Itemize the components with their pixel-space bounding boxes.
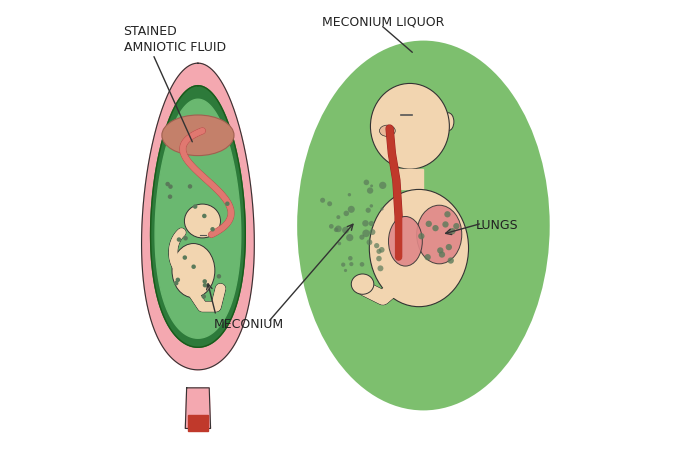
Circle shape (334, 227, 339, 232)
Ellipse shape (443, 113, 454, 131)
Circle shape (453, 223, 460, 229)
Ellipse shape (371, 83, 449, 169)
Circle shape (444, 211, 451, 217)
Circle shape (210, 227, 215, 231)
Circle shape (449, 228, 456, 235)
Circle shape (344, 269, 347, 272)
Ellipse shape (184, 204, 220, 238)
Circle shape (203, 279, 207, 284)
Circle shape (377, 249, 381, 254)
Circle shape (346, 234, 354, 241)
Text: LUNGS: LUNGS (475, 219, 518, 232)
Circle shape (367, 239, 373, 245)
Circle shape (377, 265, 384, 272)
Ellipse shape (379, 125, 395, 136)
Circle shape (347, 206, 355, 213)
Circle shape (362, 220, 369, 226)
Text: MECONIUM: MECONIUM (214, 318, 284, 331)
Circle shape (418, 233, 424, 239)
Polygon shape (155, 99, 241, 338)
Circle shape (341, 262, 345, 267)
Text: MECONIUM LIQUOR: MECONIUM LIQUOR (322, 16, 444, 29)
Text: STAINED
AMNIOTIC FLUID: STAINED AMNIOTIC FLUID (124, 25, 226, 54)
Circle shape (217, 274, 221, 279)
Circle shape (177, 237, 182, 242)
Circle shape (335, 226, 341, 232)
Ellipse shape (172, 244, 215, 298)
Circle shape (337, 215, 340, 219)
Circle shape (193, 204, 197, 209)
Circle shape (445, 244, 452, 250)
Circle shape (188, 184, 192, 189)
Circle shape (184, 236, 188, 240)
Circle shape (364, 179, 369, 185)
Circle shape (360, 262, 364, 267)
Circle shape (381, 207, 384, 211)
Circle shape (376, 256, 381, 262)
Circle shape (348, 256, 353, 261)
Ellipse shape (162, 115, 234, 156)
Polygon shape (396, 169, 424, 189)
Circle shape (366, 207, 371, 213)
Circle shape (369, 229, 375, 235)
Circle shape (320, 198, 325, 203)
Ellipse shape (352, 274, 374, 295)
Circle shape (442, 221, 449, 228)
Circle shape (367, 187, 373, 194)
Circle shape (447, 258, 454, 264)
Circle shape (362, 230, 370, 237)
Circle shape (359, 235, 364, 240)
Polygon shape (186, 388, 211, 428)
Circle shape (369, 221, 374, 226)
Circle shape (370, 204, 373, 207)
Circle shape (432, 225, 439, 231)
Ellipse shape (388, 216, 422, 266)
Polygon shape (188, 415, 208, 431)
Circle shape (424, 254, 431, 260)
Circle shape (426, 221, 432, 227)
Circle shape (342, 227, 349, 234)
Circle shape (168, 184, 173, 189)
Circle shape (337, 242, 341, 245)
Circle shape (347, 193, 351, 196)
Circle shape (225, 202, 230, 206)
Circle shape (327, 201, 332, 206)
Circle shape (350, 262, 354, 266)
Ellipse shape (369, 189, 469, 307)
Circle shape (329, 224, 334, 229)
Polygon shape (141, 63, 254, 370)
Circle shape (191, 264, 196, 269)
Ellipse shape (297, 41, 549, 410)
Polygon shape (150, 86, 245, 347)
Circle shape (437, 247, 443, 253)
Circle shape (165, 182, 170, 186)
Circle shape (201, 294, 206, 299)
Circle shape (202, 214, 207, 218)
Circle shape (168, 194, 172, 199)
Circle shape (203, 283, 207, 287)
Circle shape (343, 211, 349, 216)
Circle shape (374, 243, 379, 249)
Circle shape (182, 255, 187, 260)
Circle shape (379, 247, 385, 253)
Circle shape (370, 184, 373, 187)
Circle shape (175, 277, 180, 282)
Circle shape (439, 251, 445, 258)
Circle shape (174, 281, 178, 285)
Ellipse shape (417, 205, 462, 264)
Circle shape (379, 182, 386, 189)
